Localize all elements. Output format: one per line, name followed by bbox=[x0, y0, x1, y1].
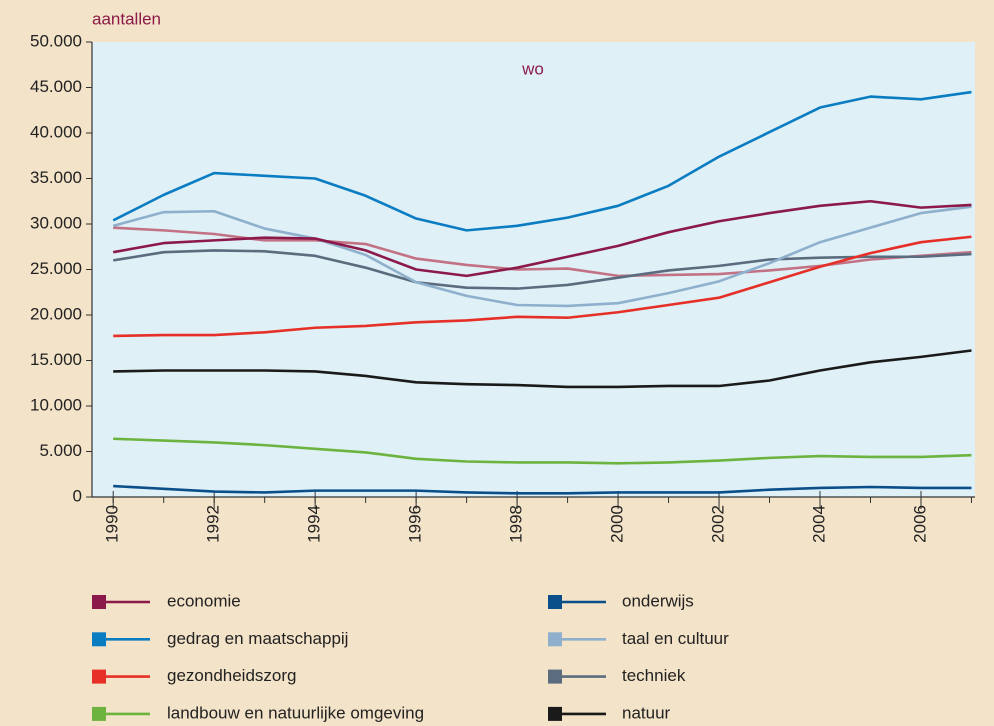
y-tick-label: 50.000 bbox=[30, 31, 82, 50]
x-tick-label: 2002 bbox=[709, 505, 728, 543]
legend-label: landbouw en natuurlijke omgeving bbox=[167, 703, 424, 722]
x-tick-label: 2006 bbox=[910, 505, 929, 543]
y-tick-label: 20.000 bbox=[30, 304, 82, 323]
series-line bbox=[113, 235, 972, 338]
legend-label: onderwijs bbox=[622, 591, 694, 610]
legend-swatch bbox=[92, 706, 106, 721]
y-tick-label: 0 bbox=[73, 486, 82, 505]
legend-label: economie bbox=[167, 591, 241, 610]
legend-label: gezondheidszorg bbox=[167, 666, 296, 685]
x-tick-label: 2004 bbox=[809, 505, 828, 543]
legend-label: gedrag en maatschappij bbox=[167, 629, 348, 648]
legend-swatch bbox=[92, 632, 106, 647]
legend-swatch bbox=[548, 669, 562, 684]
series-line bbox=[112, 249, 972, 290]
legend-label: techniek bbox=[622, 666, 686, 685]
y-axis-label: aantallen bbox=[92, 9, 161, 28]
y-tick-label: 30.000 bbox=[30, 213, 82, 232]
legend-label: natuur bbox=[622, 703, 671, 722]
series-line bbox=[112, 199, 972, 278]
y-tick-label: 25.000 bbox=[30, 259, 82, 278]
x-tick-label: 2000 bbox=[608, 505, 627, 543]
y-tick-label: 40.000 bbox=[30, 122, 82, 141]
legend-swatch bbox=[92, 669, 106, 684]
x-tick-label: 1992 bbox=[204, 505, 223, 543]
series-line bbox=[113, 484, 972, 495]
y-tick-label: 5.000 bbox=[39, 441, 82, 460]
x-tick-label: 1996 bbox=[406, 505, 425, 543]
legend-swatch bbox=[548, 595, 562, 609]
series-line bbox=[112, 205, 972, 308]
y-tick-label: 15.000 bbox=[30, 350, 82, 369]
y-tick-label: 35.000 bbox=[30, 168, 82, 187]
chart-title: wo bbox=[521, 59, 544, 78]
legend-swatch bbox=[92, 595, 106, 609]
series-line bbox=[113, 437, 972, 465]
x-tick-label: 1990 bbox=[103, 505, 122, 543]
x-tick-label: 1998 bbox=[507, 505, 526, 543]
y-tick-label: 10.000 bbox=[30, 395, 82, 414]
legend-swatch bbox=[548, 632, 562, 647]
series-line bbox=[113, 349, 972, 389]
legend-label: taal en cultuur bbox=[622, 629, 729, 648]
series-line bbox=[112, 90, 972, 232]
x-tick-label: 1994 bbox=[305, 505, 324, 543]
y-tick-label: 45.000 bbox=[30, 77, 82, 96]
legend-swatch bbox=[548, 706, 562, 721]
